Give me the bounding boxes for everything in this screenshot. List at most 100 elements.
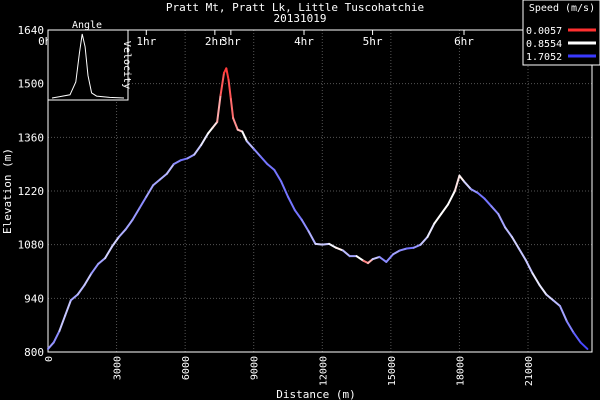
series-segment — [207, 126, 214, 135]
series-segment — [159, 172, 168, 181]
legend-title: Speed (m/s) — [529, 3, 595, 14]
series-segment — [504, 226, 513, 238]
inset-angle-label: Angle — [72, 20, 102, 31]
series-segment — [219, 71, 225, 97]
series-segment — [426, 222, 436, 238]
series-segment — [440, 203, 449, 215]
series-segment — [565, 320, 575, 334]
series-segment — [447, 190, 456, 206]
series-segment — [293, 209, 303, 221]
plot-frame — [47, 29, 593, 353]
series-segment — [497, 213, 507, 229]
y-tick-label: 1220 — [18, 185, 45, 198]
series-segment — [371, 255, 381, 261]
series-segment — [392, 249, 401, 256]
series-segment — [335, 246, 344, 252]
series-segment — [579, 341, 589, 350]
series-segment — [179, 157, 189, 162]
x-tick-labels: 0 3000 6000 9000 12000 15000 18000 21000 — [44, 356, 535, 386]
x-tick-label: 0 — [44, 356, 55, 362]
series-segment — [52, 329, 61, 344]
y-tick-label: 1360 — [18, 131, 45, 144]
series-segment — [245, 140, 255, 150]
x-tick-label: 3000 — [113, 356, 124, 380]
series-segment — [287, 195, 296, 212]
series-segment — [538, 283, 548, 296]
series-segment — [200, 132, 209, 146]
series-segment — [83, 272, 93, 286]
series-segment — [483, 197, 493, 208]
y-tick-label: 1500 — [18, 78, 45, 91]
series-segment — [412, 243, 422, 249]
series-segment — [314, 242, 324, 246]
time-tick-label: 3hr — [221, 35, 241, 48]
y-axis-label: Elevation (m) — [1, 148, 14, 234]
series-segment — [69, 293, 79, 302]
y-tick-label: 1640 — [18, 24, 45, 37]
series-segment — [531, 272, 541, 286]
series-segment — [458, 174, 465, 183]
y-tick-label: 800 — [24, 346, 44, 359]
series-segment — [131, 207, 141, 221]
x-tick-label: 6000 — [181, 356, 192, 380]
elevation-series — [47, 67, 589, 350]
angle-velocity-inset: Angle Velocity — [47, 20, 132, 101]
series-segment — [97, 257, 107, 265]
x-tick-label: 12000 — [318, 356, 329, 386]
series-segment — [545, 293, 555, 302]
series-segment — [111, 236, 120, 248]
x-tick-label: 9000 — [250, 356, 261, 380]
series-segment — [193, 144, 203, 156]
time-tick-label: 5hr — [363, 35, 383, 48]
series-segment — [58, 314, 67, 332]
series-segment — [453, 174, 461, 192]
chart-subtitle: 20131019 — [274, 12, 327, 25]
series-segment — [165, 163, 175, 175]
series-segment — [172, 159, 182, 166]
series-segment — [469, 188, 479, 194]
y-tick-label: 940 — [24, 292, 44, 305]
legend-entry-label: 0.8554 — [526, 39, 562, 50]
x-tick-label: 21000 — [524, 356, 535, 386]
series-segment — [241, 130, 248, 143]
series-segment — [328, 242, 337, 249]
series-segment — [152, 178, 161, 187]
series-segment — [273, 168, 283, 183]
series-segment — [232, 117, 239, 131]
series-segment — [433, 213, 443, 225]
time-tick-label: 1hr — [136, 35, 156, 48]
series-segment — [266, 163, 276, 171]
series-segment — [64, 299, 72, 317]
series-segment — [517, 247, 527, 261]
series-segment — [227, 78, 232, 100]
y-tick-labels: 800 940 1080 1220 1360 1500 1640 — [18, 24, 45, 359]
inset-velocity-label: Velocity — [121, 41, 132, 89]
series-segment — [476, 191, 486, 200]
series-segment — [259, 155, 269, 166]
series-segment — [90, 262, 100, 275]
legend-entries: 0.0057 0.8554 1.7052 — [526, 26, 596, 63]
legend-entry-label: 1.7052 — [526, 52, 562, 63]
series-segment — [225, 67, 230, 81]
series-segment — [211, 121, 219, 129]
x-tick-label: 18000 — [455, 356, 466, 386]
series-segment — [341, 249, 351, 258]
series-segment — [524, 259, 534, 275]
series-segment — [385, 253, 395, 263]
series-segment — [117, 228, 127, 238]
series-segment — [405, 246, 415, 250]
speed-legend: Speed (m/s) 0.0057 0.8554 1.7052 — [522, 0, 600, 66]
legend-box — [522, 0, 600, 66]
series-segment — [186, 153, 196, 160]
x-axis-label: Distance (m) — [276, 388, 355, 400]
series-segment — [300, 218, 310, 233]
series-segment — [490, 205, 500, 215]
series-segment — [307, 230, 317, 245]
time-tick-label: 4hr — [294, 35, 314, 48]
series-segment — [511, 236, 520, 250]
series-segment — [229, 98, 235, 120]
series-segment — [559, 305, 568, 323]
chart-title: Pratt Mt, Pratt Lk, Little Tuscohatchie — [166, 1, 424, 14]
time-tick-label: 6hr — [454, 35, 474, 48]
